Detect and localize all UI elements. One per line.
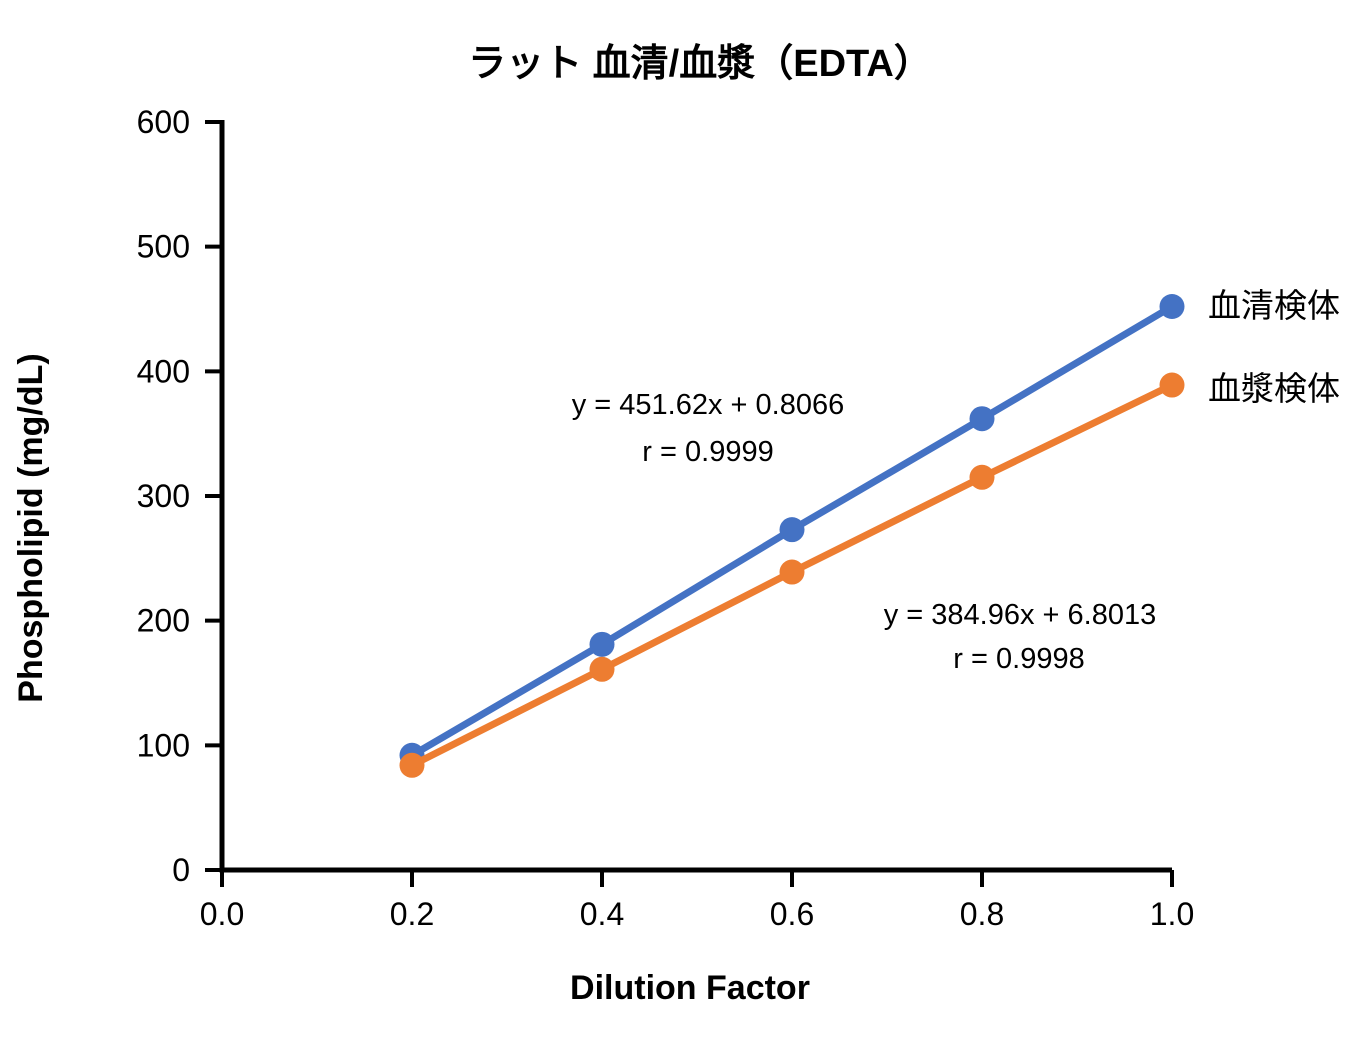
plasma-equation-text: y = 384.96x + 6.8013 — [884, 599, 1157, 631]
data-point-0 — [1159, 294, 1185, 320]
y-tick-label: 500 — [137, 229, 190, 265]
chart-title: ラット 血清/血漿（EDTA） — [468, 43, 932, 85]
x-axis-ticks: 0.0 0.2 0.4 0.6 0.8 1.0 — [200, 870, 1194, 932]
x-tick-label: 0.6 — [770, 896, 814, 932]
axis-lines — [219, 120, 1172, 873]
data-point-0 — [589, 631, 615, 657]
y-axis-label: Phospholipid (mg/dL) — [12, 353, 50, 702]
data-point-0 — [779, 517, 805, 543]
x-tick-label: 0.2 — [390, 896, 434, 932]
x-tick-label: 1.0 — [1150, 896, 1194, 932]
data-point-0 — [969, 406, 995, 432]
legend-plasma-label: 血漿検体 — [1208, 370, 1340, 407]
x-tick-label: 0.4 — [580, 896, 624, 932]
serum-equation-text: y = 451.62x + 0.8066 — [572, 389, 845, 421]
y-tick-label: 400 — [137, 353, 190, 389]
y-tick-label: 600 — [137, 104, 190, 140]
serum-r-text: r = 0.9999 — [642, 436, 773, 468]
x-tick-label: 0.0 — [200, 896, 244, 932]
data-point-1 — [779, 559, 805, 585]
y-tick-label: 100 — [137, 727, 190, 763]
y-tick-label: 300 — [137, 478, 190, 514]
plasma-r-text: r = 0.9998 — [953, 643, 1084, 675]
data-series-layer — [399, 294, 1185, 778]
data-point-1 — [399, 752, 425, 778]
y-tick-label: 200 — [137, 603, 190, 639]
data-point-1 — [969, 464, 995, 490]
x-axis-label: Dilution Factor — [570, 969, 810, 1007]
x-tick-label: 0.8 — [960, 896, 1004, 932]
data-point-1 — [1159, 372, 1185, 398]
y-axis-ticks: 0 100 200 300 400 500 600 — [137, 104, 222, 888]
y-tick-label: 0 — [172, 852, 190, 888]
data-point-1 — [589, 656, 615, 682]
legend-serum-label: 血清検体 — [1208, 287, 1340, 324]
